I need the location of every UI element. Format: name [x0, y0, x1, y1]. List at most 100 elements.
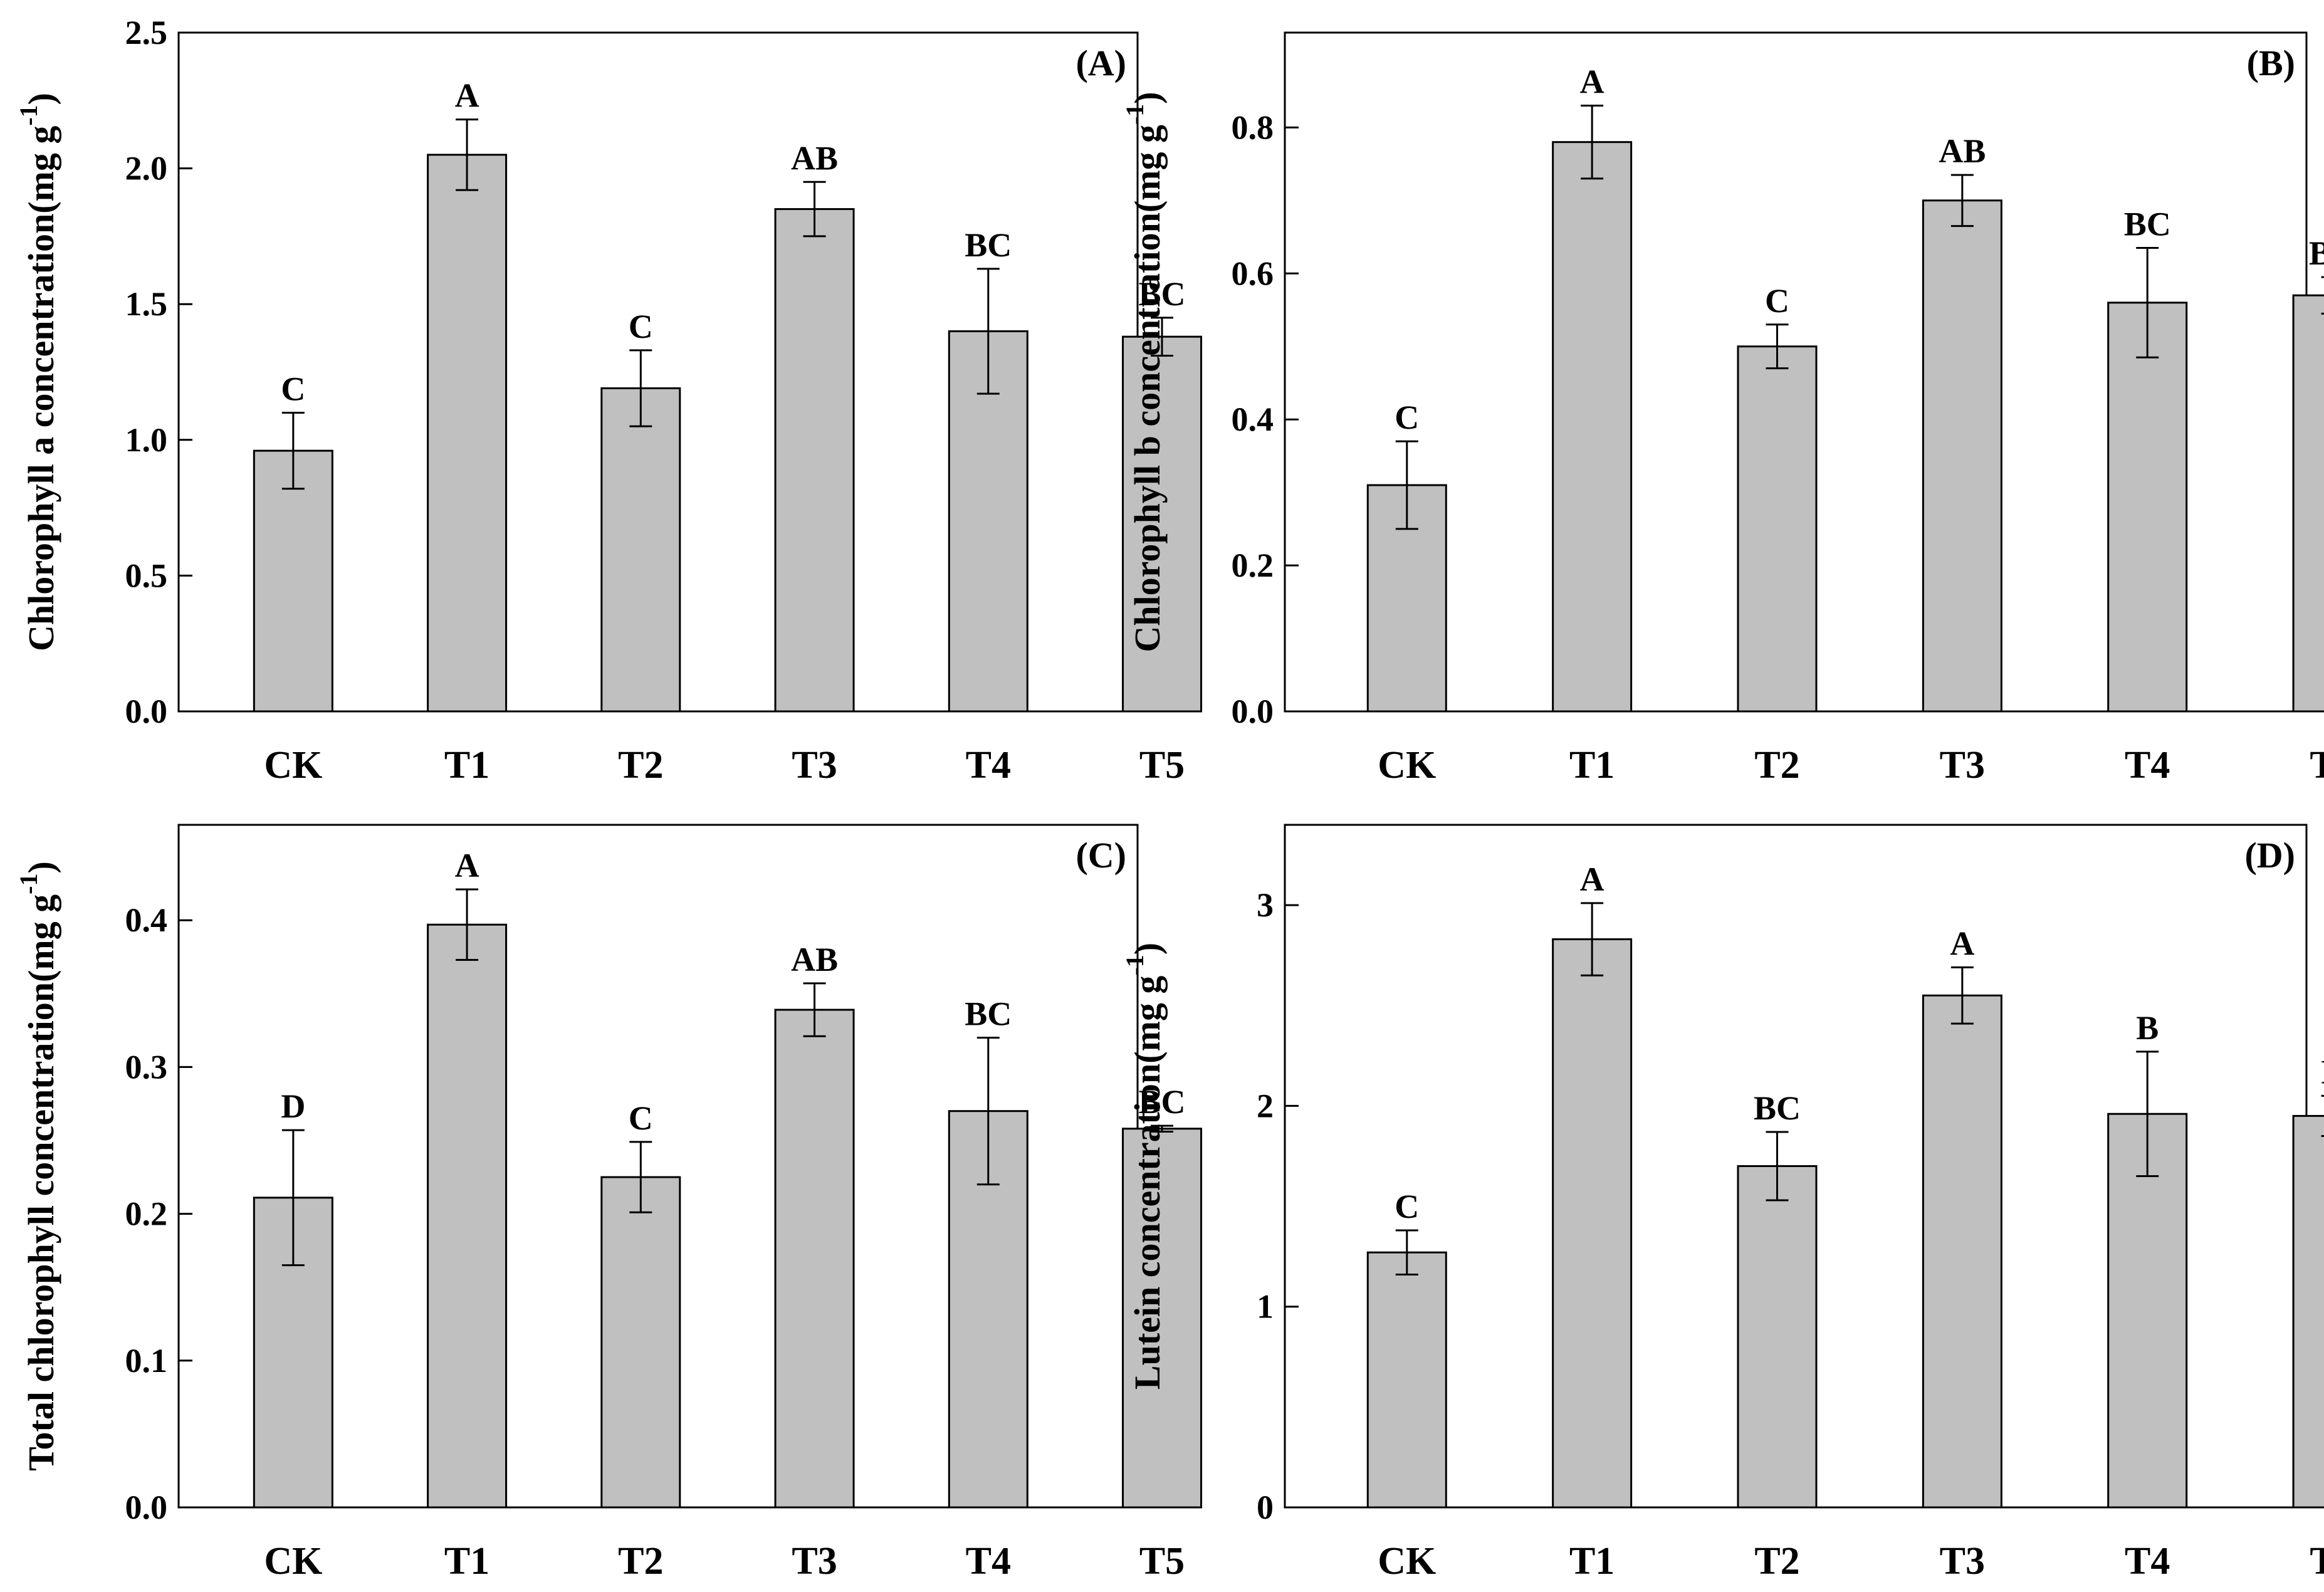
panel-d-significance-letter: B [2136, 1009, 2159, 1047]
panel-c-ylabel-close: ) [21, 861, 61, 873]
panel-d-chart: 0 1 2 3 C CK A T1 BC T2 A T3 B T4 B T5 (D) Lutein concent… [1121, 824, 2324, 1583]
panel-b-xtick-label: T2 [1754, 744, 1799, 787]
panel-b-ylabel-superscript: -1 [1121, 104, 1149, 125]
panel-a-ytick-label: 0.5 [125, 557, 168, 594]
panel-c-ytick-label: 0.2 [125, 1195, 168, 1233]
panel-d-xtick-label: T4 [2125, 1540, 2170, 1583]
panel-c-ytick-label: 0.3 [125, 1048, 168, 1086]
panel-b-bar-t3 [1922, 199, 2002, 713]
panel-a-ytick-label: 2.0 [125, 150, 168, 187]
panel-c-xtick-label: T2 [618, 1540, 663, 1583]
panel-c-xtick-label: T4 [966, 1540, 1011, 1583]
panel-c-bar-t5 [1122, 1128, 1203, 1509]
panel-b-significance-letter: AB [1939, 132, 1986, 170]
panel-c-ylabel-superscript: -1 [14, 874, 43, 894]
panel-d-significance-letter: A [1580, 861, 1604, 898]
panel-b-significance-letter: C [1765, 282, 1789, 320]
panel-d-ylabel: Lutein concentration(mg g-1) [1121, 943, 1168, 1390]
panel-b-ytick-label: 0.0 [1232, 693, 1274, 730]
panel-c-xtick-label: T1 [444, 1540, 489, 1583]
panel-c-xtick-label: T3 [792, 1540, 837, 1583]
panel-d-bar-ck [1366, 1251, 1447, 1509]
panel-a-significance-letter: A [455, 77, 479, 115]
panel-a-panel-label: (A) [1076, 43, 1126, 83]
panel-d-panel-label: (D) [2244, 835, 2295, 876]
panel-c-bar-t1 [427, 923, 508, 1509]
panel-b-panel-label: (B) [2247, 43, 2295, 83]
panel-b-ytick-label: 0.2 [1232, 547, 1274, 584]
panel-d-xtick-label: T2 [1754, 1540, 1799, 1583]
panel-d-xtick-label: T1 [1569, 1540, 1615, 1583]
panel-d-bar-t3 [1922, 994, 2002, 1509]
panel-a-ylabel-superscript: -1 [14, 105, 43, 125]
panel-c-ytick-label: 0.0 [125, 1489, 168, 1526]
panel-a-bar-t2 [600, 387, 681, 713]
panel-a-bar-t1 [427, 154, 508, 713]
panel-c-panel-label: (C) [1076, 835, 1126, 876]
panel-d-bar-t5 [2292, 1114, 2324, 1509]
panel-b-ylabel-close: ) [1127, 92, 1168, 103]
panel-b-ylabel: Chlorophyll b concentration(mg g-1) [1121, 92, 1168, 652]
panel-b-xtick-label: T3 [1940, 744, 1985, 787]
panel-d-bar-t1 [1552, 938, 1633, 1509]
panel-d-ylabel-superscript: -1 [1121, 955, 1149, 975]
panel-a-significance-letter: C [281, 370, 305, 407]
panel-c-significance-letter: BC [965, 995, 1012, 1033]
panel-d-ylabel-close: ) [1127, 943, 1168, 955]
panel-a-xtick-label: T3 [792, 744, 837, 787]
panel-a-xtick-label: T1 [444, 744, 489, 787]
panel-c-bar-t3 [774, 1008, 855, 1509]
panel-d-significance-letter: BC [1754, 1089, 1801, 1127]
panel-b-chart: 0.0 0.2 0.4 0.6 0.8 C CK A T1 C T2 AB T3 BC T4 BC T5 (B) C… [1121, 31, 2324, 787]
panel-d-significance-letter: C [1395, 1188, 1419, 1225]
panel-a-significance-letter: BC [1139, 275, 1186, 313]
panel-b-bar-t4 [2107, 301, 2188, 713]
panel-d-significance-letter: B [2321, 1053, 2324, 1091]
panel-a-significance-letter: AB [791, 139, 838, 177]
panel-a-ytick-label: 1.5 [125, 285, 168, 323]
panel-b-xtick-label: T1 [1569, 744, 1615, 787]
panel-a-chart: 0.0 0.5 1.0 1.5 2.0 2.5 C CK A T1 C T2 AB T3 BC T4 BC T5 (… [14, 14, 1203, 787]
panel-b-bar-t5 [2292, 294, 2324, 713]
panel-c-significance-letter: D [281, 1087, 305, 1125]
panel-c-significance-letter: BC [1139, 1083, 1186, 1121]
panel-d-ytick-label: 0 [1257, 1489, 1274, 1526]
panel-a-xtick-label: T5 [1139, 744, 1185, 787]
panel-d-ytick-label: 3 [1257, 886, 1274, 924]
panel-d-xtick-label: T3 [1940, 1540, 1985, 1583]
panel-b-significance-letter: BC [2309, 234, 2324, 272]
panel-c-significance-letter: AB [791, 941, 838, 978]
panel-d-bar-t2 [1737, 1165, 1818, 1509]
panel-b-xtick-label: T5 [2310, 744, 2324, 787]
panel-c-xtick-label: CK [264, 1540, 322, 1583]
panel-b-bar-t2 [1737, 345, 1818, 713]
panel-a-ytick-label: 2.5 [125, 14, 168, 51]
panel-b-ytick-label: 0.6 [1232, 254, 1274, 292]
panel-d-ytick-label: 1 [1257, 1288, 1274, 1326]
panel-c-ytick-label: 0.1 [125, 1342, 168, 1380]
panel-a-ytick-label: 0.0 [125, 693, 168, 730]
panel-c-xtick-label: T5 [1139, 1540, 1185, 1583]
panel-d-xtick-label: CK [1378, 1540, 1436, 1583]
panel-c-chart: 0.0 0.1 0.2 0.3 0.4 D CK A T1 C T2 AB T3 BC T4 BC T5 (C) T… [14, 824, 1203, 1583]
panel-c-ylabel: Total chlorophyll concentration(mg g-1) [14, 861, 61, 1471]
panel-a-ylabel: Chlorophyll a concentration(mg g-1) [14, 93, 61, 651]
panel-a-bar-ck [253, 449, 333, 713]
panel-b-significance-letter: C [1395, 399, 1419, 436]
panel-c-bar-t2 [600, 1176, 681, 1509]
panel-b-significance-letter: A [1580, 63, 1604, 100]
panel-d-ytick-label: 2 [1257, 1087, 1274, 1124]
panel-b-bar-t1 [1552, 141, 1633, 713]
panel-b-ytick-label: 0.4 [1232, 401, 1274, 438]
panel-b-significance-letter: BC [2124, 206, 2171, 243]
panel-a-bar-t3 [774, 208, 855, 713]
panel-a-significance-letter: BC [965, 226, 1012, 264]
panel-c-significance-letter: C [629, 1099, 653, 1137]
panel-d-significance-letter: A [1950, 924, 1974, 962]
panel-b-xtick-label: T4 [2125, 744, 2170, 787]
panel-b-xtick-label: CK [1378, 744, 1436, 787]
panel-a-xtick-label: T2 [618, 744, 663, 787]
panel-c-ytick-label: 0.4 [125, 901, 168, 939]
panel-a-xtick-label: CK [264, 744, 322, 787]
